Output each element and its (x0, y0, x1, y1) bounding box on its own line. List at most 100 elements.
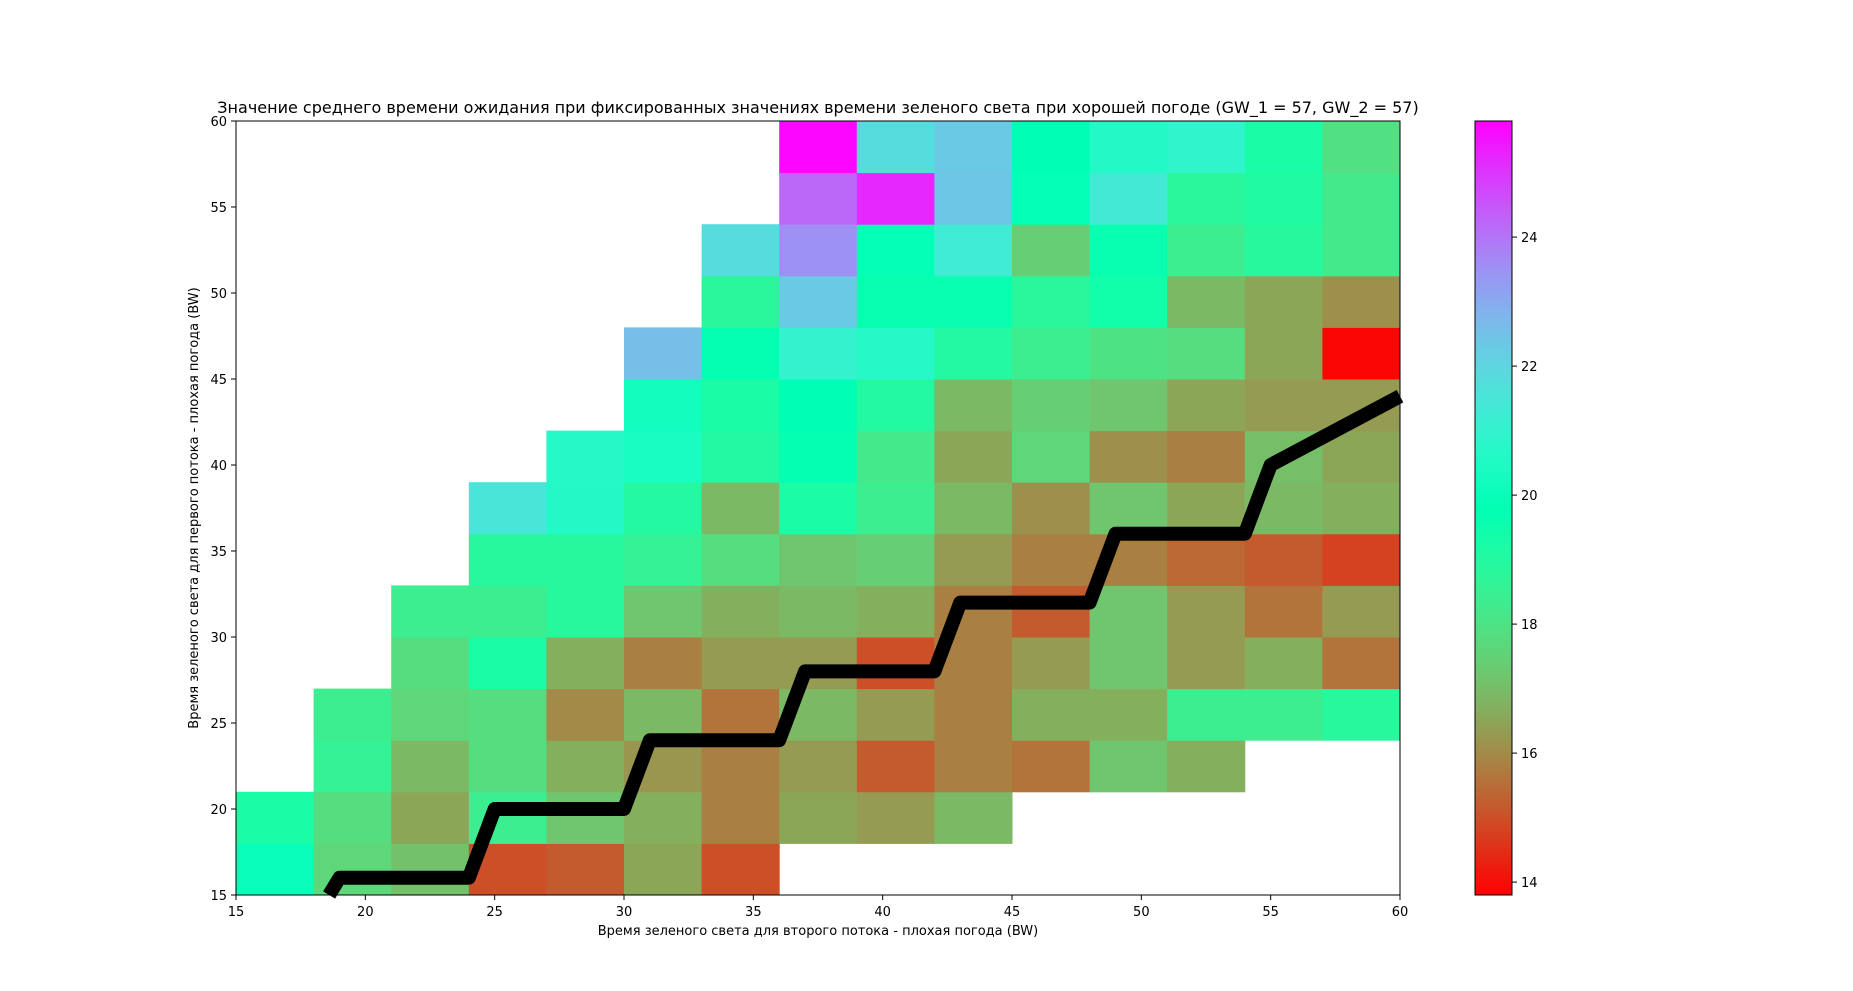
x-tick-label: 15 (228, 905, 245, 920)
heatmap-cell (624, 533, 703, 586)
heatmap-cell (856, 688, 935, 741)
heatmap-cell (1167, 482, 1246, 535)
heatmap-cell (934, 791, 1013, 844)
heatmap-cell (1089, 688, 1168, 741)
heatmap-cell (701, 275, 780, 328)
heatmap-cell (1012, 379, 1091, 432)
heatmap-cell (1322, 327, 1401, 380)
heatmap-cell (1322, 430, 1401, 483)
heatmap-cell (313, 688, 392, 741)
y-tick-label: 55 (210, 201, 227, 216)
heatmap-cell (779, 533, 858, 586)
heatmap-cell (701, 224, 780, 277)
heatmap-cell (1167, 379, 1246, 432)
heatmap-cell (391, 843, 470, 896)
heatmap-cell (1012, 585, 1091, 638)
heatmap-cell (779, 430, 858, 483)
colorbar-gradient (1474, 120, 1513, 896)
heatmap-cell (856, 430, 935, 483)
heatmap-cell (624, 327, 703, 380)
colorbar-tick-label: 14 (1521, 876, 1538, 891)
heatmap-cell (1012, 224, 1091, 277)
heatmap-cell (624, 791, 703, 844)
y-tick-label: 20 (210, 803, 227, 818)
y-tick-label: 25 (210, 717, 227, 732)
heatmap-cell (856, 275, 935, 328)
heatmap-cell (1244, 688, 1323, 741)
heatmap-cell (1167, 224, 1246, 277)
heatmap-cell (1089, 740, 1168, 793)
x-tick-label: 55 (1262, 905, 1279, 920)
heatmap-cell (391, 637, 470, 690)
heatmap-cell (934, 379, 1013, 432)
heatmap-cell (236, 843, 315, 896)
plot-frame (235, 120, 1401, 896)
heatmap-cell (1322, 533, 1401, 586)
heatmap-cell (624, 637, 703, 690)
heatmap-cell (546, 585, 625, 638)
heatmap-cell (1244, 585, 1323, 638)
heatmap-cell (236, 791, 315, 844)
chart-title: Значение среднего времени ожидания при ф… (217, 98, 1418, 118)
y-tick-label: 30 (210, 631, 227, 646)
heatmap-cell (468, 533, 547, 586)
heatmap-cell (779, 172, 858, 225)
heatmap-cell (934, 533, 1013, 586)
x-tick-label: 35 (745, 905, 762, 920)
heatmap-cell (1167, 327, 1246, 380)
colorbar: 14 16 18 20 22 24 (1474, 120, 1538, 896)
heatmap-cell (546, 791, 625, 844)
heatmap-cell (1012, 275, 1091, 328)
heatmap-cell (1322, 585, 1401, 638)
heatmap-cell (934, 327, 1013, 380)
heatmap-cell (779, 224, 858, 277)
heatmap-cell (779, 585, 858, 638)
heatmap-cells (236, 121, 1401, 896)
heatmap-cell (1012, 430, 1091, 483)
heatmap-cell (546, 430, 625, 483)
y-tick-label: 15 (210, 889, 227, 904)
heatmap-cell (1089, 430, 1168, 483)
heatmap-cell (701, 791, 780, 844)
x-tick-label: 60 (1392, 905, 1409, 920)
colorbar-tick-label: 16 (1521, 747, 1538, 762)
optimal-path-layer (323, 390, 1404, 899)
heatmap-cell (1167, 275, 1246, 328)
heatmap-cell (1167, 740, 1246, 793)
x-axis-label: Время зеленого света для второго потока … (598, 924, 1038, 939)
heatmap-cell (701, 533, 780, 586)
optimal-path-line (323, 390, 1404, 899)
heatmap-cell (1167, 430, 1246, 483)
heatmap-cell (1167, 585, 1246, 638)
heatmap-cell (624, 379, 703, 432)
heatmap-cell (934, 275, 1013, 328)
x-tick-label: 20 (357, 905, 374, 920)
heatmap-cell (701, 740, 780, 793)
heatmap-cell (1167, 637, 1246, 690)
heatmap-cell (779, 740, 858, 793)
heatmap-cell (856, 533, 935, 586)
heatmap-cell (391, 585, 470, 638)
heatmap-cell (1089, 585, 1168, 638)
heatmap-cell (1012, 688, 1091, 741)
heatmap-cell (1012, 121, 1091, 174)
heatmap-cell (1322, 275, 1401, 328)
heatmap-cell (701, 637, 780, 690)
heatmap-cell (779, 482, 858, 535)
heatmap-cell (779, 327, 858, 380)
heatmap-cell (1244, 379, 1323, 432)
y-axis-ticks: 15 20 25 30 35 40 45 50 55 60 (210, 115, 236, 904)
heatmap-cell (1012, 482, 1091, 535)
y-tick-label: 45 (210, 373, 227, 388)
heatmap-cell (391, 791, 470, 844)
heatmap-cell (779, 379, 858, 432)
colorbar-tick-label: 22 (1521, 360, 1538, 375)
heatmap-cell (934, 688, 1013, 741)
heatmap-cell (1244, 224, 1323, 277)
heatmap-cell (1244, 533, 1323, 586)
heatmap-cell (391, 740, 470, 793)
heatmap-cell (856, 121, 935, 174)
heatmap-cell (546, 533, 625, 586)
heatmap-cell (1012, 172, 1091, 225)
